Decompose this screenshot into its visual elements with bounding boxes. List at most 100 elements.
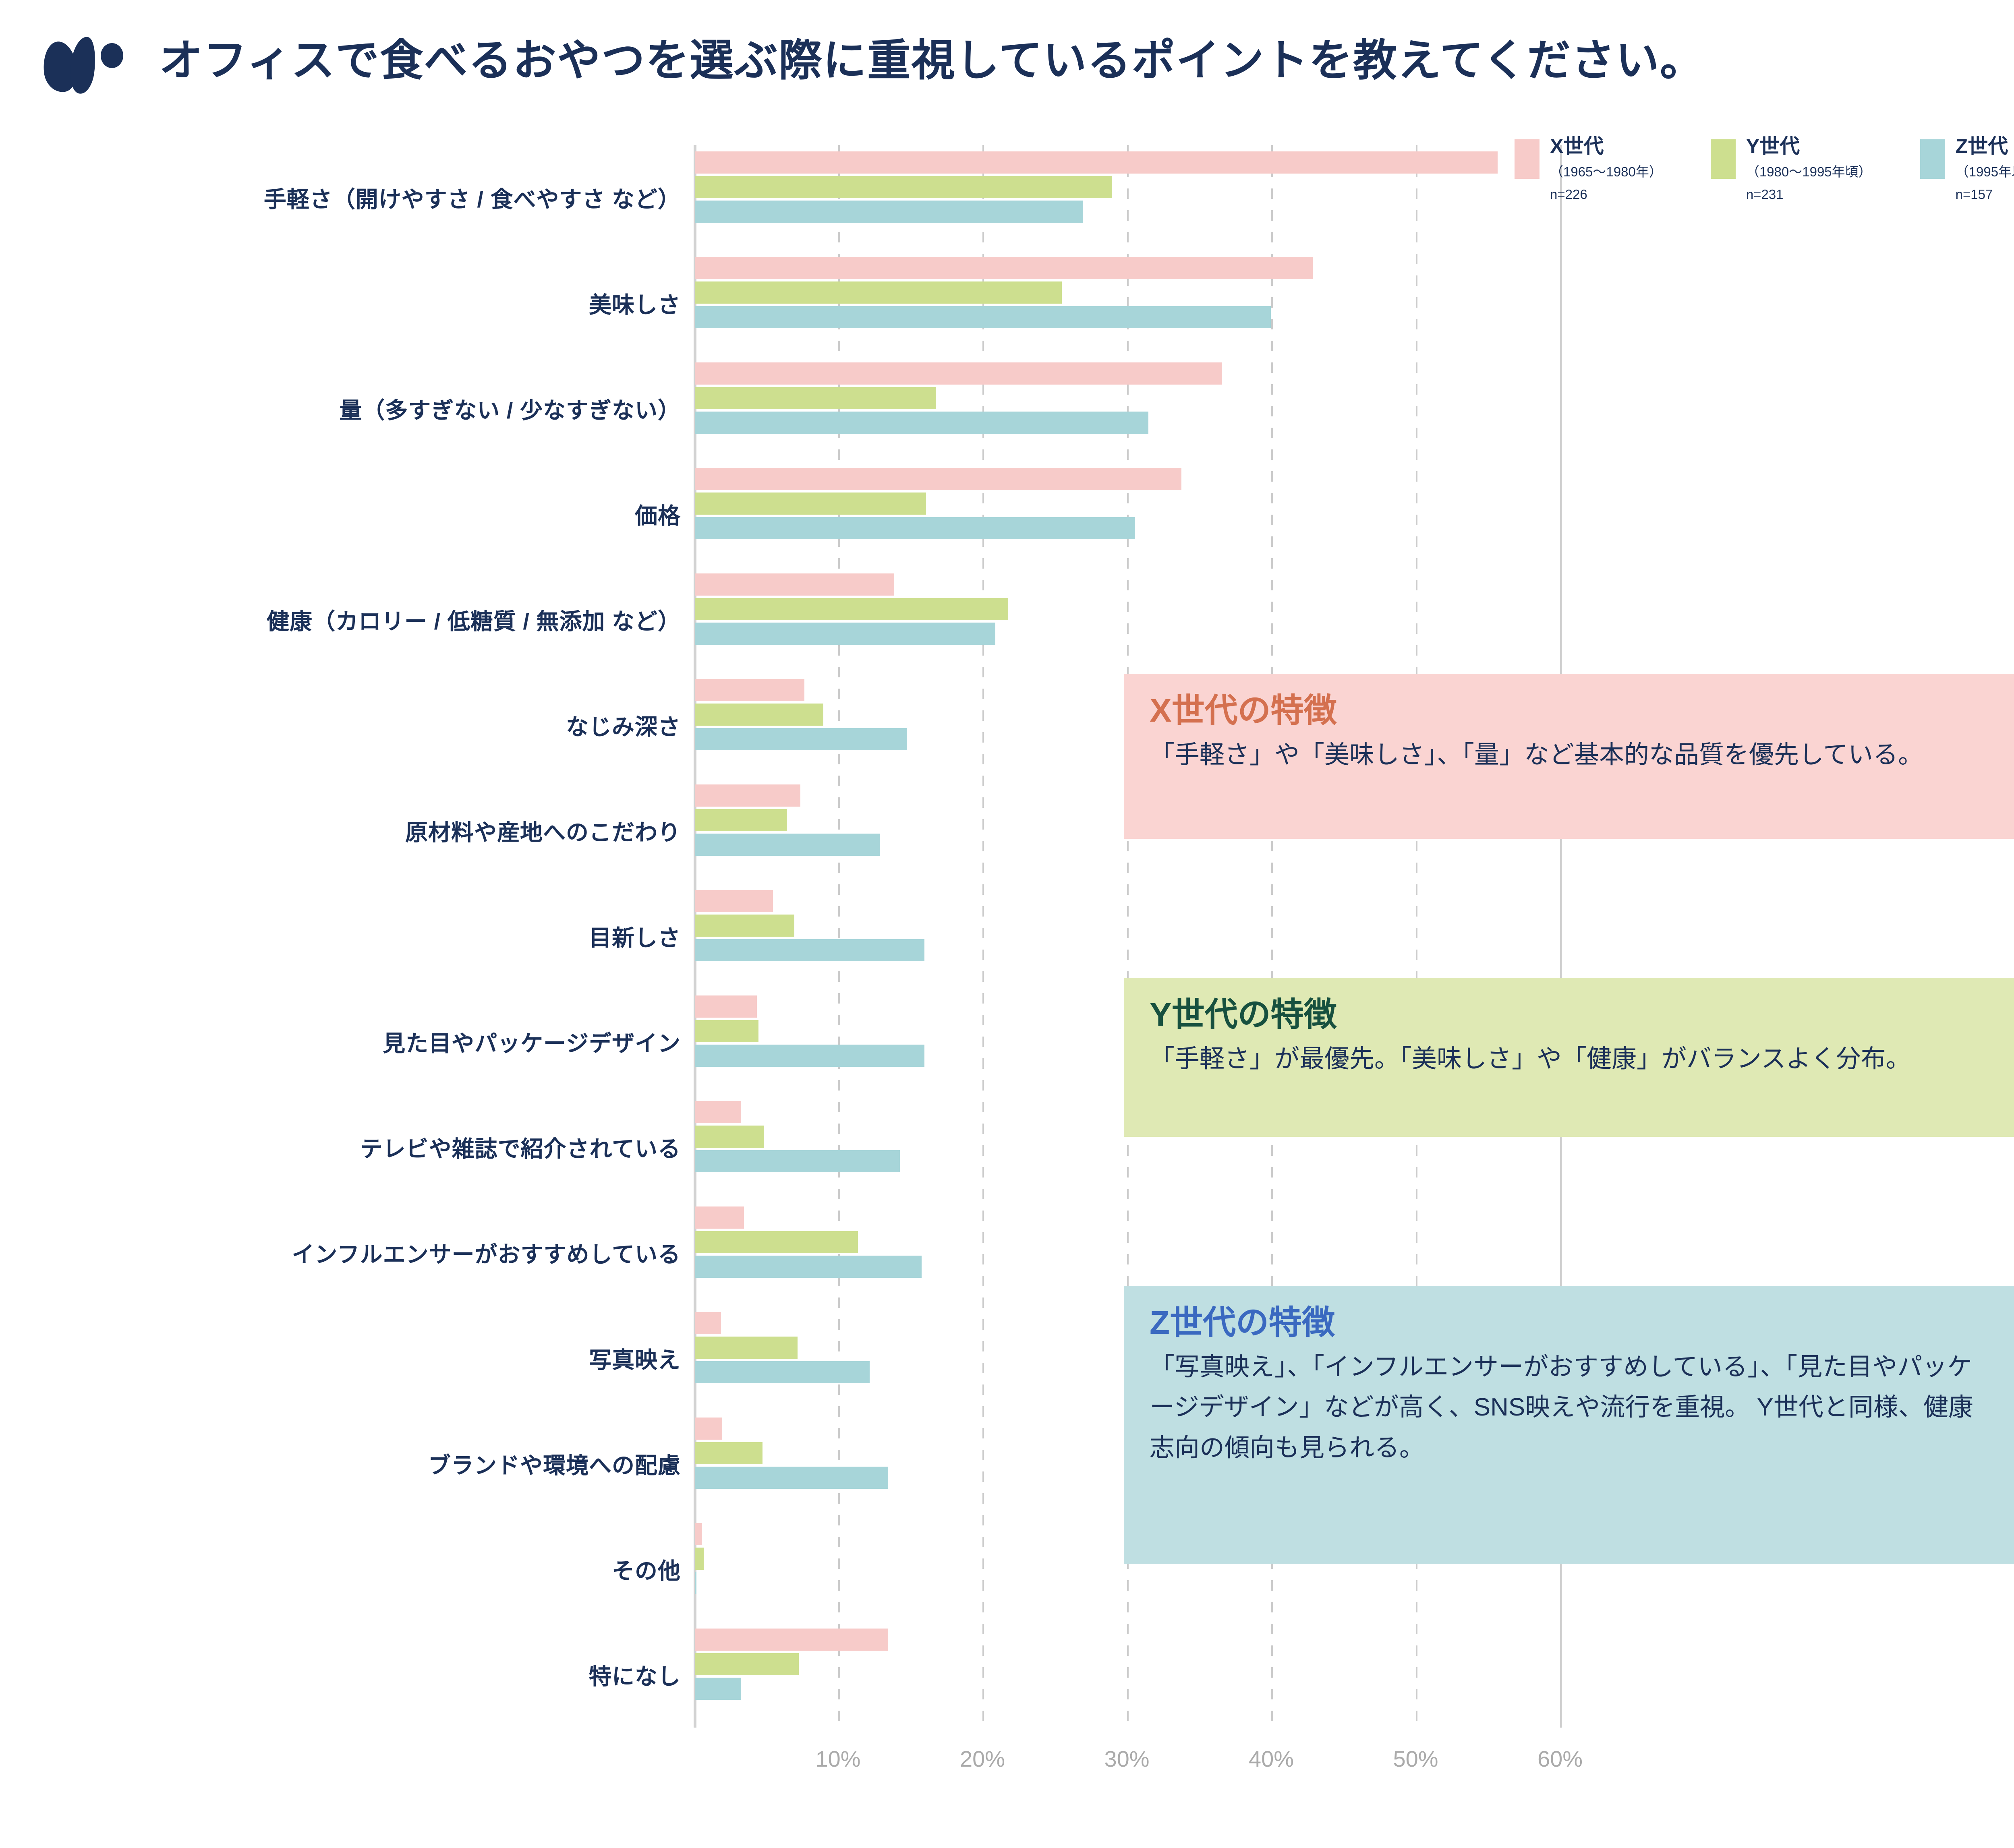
x-axis-tick-labels: 10% 20% 30% 40% 50% 60% (0, 1746, 2014, 1798)
category-label: 写真映え (589, 1347, 681, 1373)
gridline-30 (1127, 145, 1129, 1728)
legend-years: （1965〜1980年） (1550, 164, 1662, 179)
x-tick-10: 10% (815, 1746, 861, 1771)
page-header: オフィスで食べるおやつを選ぶ際に重視しているポイントを教えてください。 (0, 0, 2014, 121)
page-title: オフィスで食べるおやつを選ぶ際に重視しているポイントを教えてください。 (159, 36, 1704, 85)
category-label: 原材料や産地へのこだわり (405, 819, 681, 845)
callout-z-title: Z世代の特徴 (1150, 1304, 1335, 1341)
legend-name: X世代 (1550, 135, 1604, 157)
bar-group (695, 1418, 889, 1489)
bar-X世代 (695, 257, 1313, 279)
bar-Z世代 (695, 728, 907, 750)
chart-row: 特になし (0, 1622, 2014, 1728)
bar-group (695, 573, 1008, 645)
callout-y-body: 「手軽さ」が最優先。「美味しさ」や「健康」がバランスよく分布。 (1150, 1045, 1911, 1073)
x-tick-30: 30% (1104, 1746, 1150, 1771)
bar-Y世代 (695, 809, 787, 831)
bar-X世代 (695, 573, 894, 596)
chart-row: 目新しさ (0, 884, 2014, 989)
bar-Z世代 (695, 1361, 870, 1383)
callout-z-body: 「写真映え」、「インフルエンサーがおすすめしている」、「見た目やパッケージデザイ… (1150, 1353, 1973, 1462)
category-label: 目新しさ (589, 925, 681, 951)
bar-X世代 (695, 362, 1222, 385)
bar-X世代 (695, 1523, 702, 1545)
legend-text-block: Y世代 （1980〜1995年頃） n=231 (1746, 133, 1872, 203)
category-label: 量（多すぎない / 少なすぎない） (339, 397, 681, 423)
bar-Y世代 (695, 387, 936, 409)
bar-Z世代 (695, 1045, 924, 1067)
chart-row: 手軽さ（開けやすさ / 食べやすさ など） (0, 145, 2014, 250)
bar-Y世代 (695, 1548, 704, 1570)
bar-X世代 (695, 784, 800, 807)
bar-Y世代 (695, 176, 1113, 198)
category-label: 手軽さ（開けやすさ / 食べやすさ など） (263, 186, 681, 212)
bar-X世代 (695, 151, 1498, 174)
bar-Y世代 (695, 704, 824, 726)
category-label: 健康（カロリー / 低糖質 / 無添加 など） (267, 608, 681, 634)
bar-rows: 手軽さ（開けやすさ / 食べやすさ など） 美味しさ量（多すぎない / 少なすぎな… (0, 145, 2014, 1728)
legend-item-Y世代: Y世代 （1980〜1995年頃） n=231 (1710, 133, 1872, 203)
legend-item-Z世代: Z世代 （1995年以降） n=157 (1920, 133, 2014, 203)
callout-x-generation: X世代の特徴 「手軽さ」や「美味しさ」、「量」など基本的な品質を優先している。 (1124, 674, 2014, 839)
chart-row: テレビや雑誌で紹介されている (0, 1095, 2014, 1200)
callout-y-title: Y世代の特徴 (1150, 996, 1337, 1033)
bar-Y世代 (695, 1337, 798, 1359)
bar-Y世代 (695, 598, 1008, 620)
chart-legend: X世代 （1965〜1980年） n=226 Y世代 （1980〜1995年頃） n=23… (1515, 133, 2014, 203)
legend-years: （1995年以降） (1955, 164, 2014, 179)
callout-y-generation: Y世代の特徴 「手軽さ」が最優先。「美味しさ」や「健康」がバランスよく分布。 (1124, 978, 2014, 1137)
chart-row: 健康（カロリー / 低糖質 / 無添加 など） (0, 567, 2014, 673)
bar-Y世代 (695, 1653, 799, 1675)
x-tick-60: 60% (1537, 1746, 1583, 1771)
bar-group (695, 995, 924, 1067)
legend-name: Y世代 (1746, 135, 1800, 157)
bar-Z世代 (695, 1256, 922, 1278)
bar-group (695, 257, 1313, 328)
chart-row: 見た目やパッケージデザイン (0, 989, 2014, 1095)
chart-row: その他 (0, 1517, 2014, 1622)
legend-item-X世代: X世代 （1965〜1980年） n=226 (1515, 133, 1662, 203)
bar-X世代 (695, 1101, 741, 1123)
bar-Z世代 (695, 623, 995, 645)
bar-group (695, 1312, 870, 1383)
bar-X世代 (695, 468, 1182, 490)
chart-row: 原材料や産地へのこだわり (0, 778, 2014, 884)
gridline-20 (982, 145, 984, 1728)
category-label: ブランドや環境への配慮 (428, 1453, 681, 1478)
logo-leaf-right (67, 35, 99, 95)
bar-Z世代 (695, 1572, 696, 1594)
chart-container: 手軽さ（開けやすさ / 食べやすさ など） 美味しさ量（多すぎない / 少なすぎな… (0, 121, 2014, 1848)
chart-row: 価格 (0, 461, 2014, 567)
legend-name: Z世代 (1955, 135, 2008, 157)
gridline-10 (838, 145, 840, 1728)
legend-sample-size: n=157 (1955, 187, 1993, 202)
bar-Z世代 (695, 939, 924, 961)
bar-group (695, 1101, 900, 1172)
callout-x-title: X世代の特徴 (1150, 692, 1337, 729)
category-label: テレビや雑誌で紹介されている (360, 1136, 681, 1162)
bar-X世代 (695, 995, 757, 1018)
bar-Z世代 (695, 306, 1271, 328)
bar-Z世代 (695, 412, 1148, 434)
legend-swatch-icon (1710, 139, 1736, 179)
bar-group (695, 151, 1498, 223)
bar-Y世代 (695, 1442, 763, 1464)
leaf-logo-icon (40, 22, 141, 99)
bar-group (695, 468, 1182, 539)
bar-X世代 (695, 1206, 744, 1229)
logo-dot (101, 43, 123, 68)
bar-Y世代 (695, 281, 1062, 304)
category-label: 美味しさ (589, 292, 681, 318)
x-tick-40: 40% (1248, 1746, 1294, 1771)
bar-group (695, 784, 880, 856)
category-label: 特になし (589, 1664, 681, 1689)
bar-X世代 (695, 1629, 889, 1651)
callout-x-body: 「手軽さ」や「美味しさ」、「量」など基本的な品質を優先している。 (1150, 741, 1923, 769)
gridline-40 (1271, 145, 1273, 1728)
legend-text-block: Z世代 （1995年以降） n=157 (1956, 133, 2014, 203)
bar-Z世代 (695, 1678, 741, 1700)
bar-X世代 (695, 679, 805, 701)
bar-group (695, 679, 907, 750)
chart-row: インフルエンサーがおすすめしている (0, 1200, 2014, 1306)
legend-sample-size: n=231 (1746, 187, 1784, 202)
